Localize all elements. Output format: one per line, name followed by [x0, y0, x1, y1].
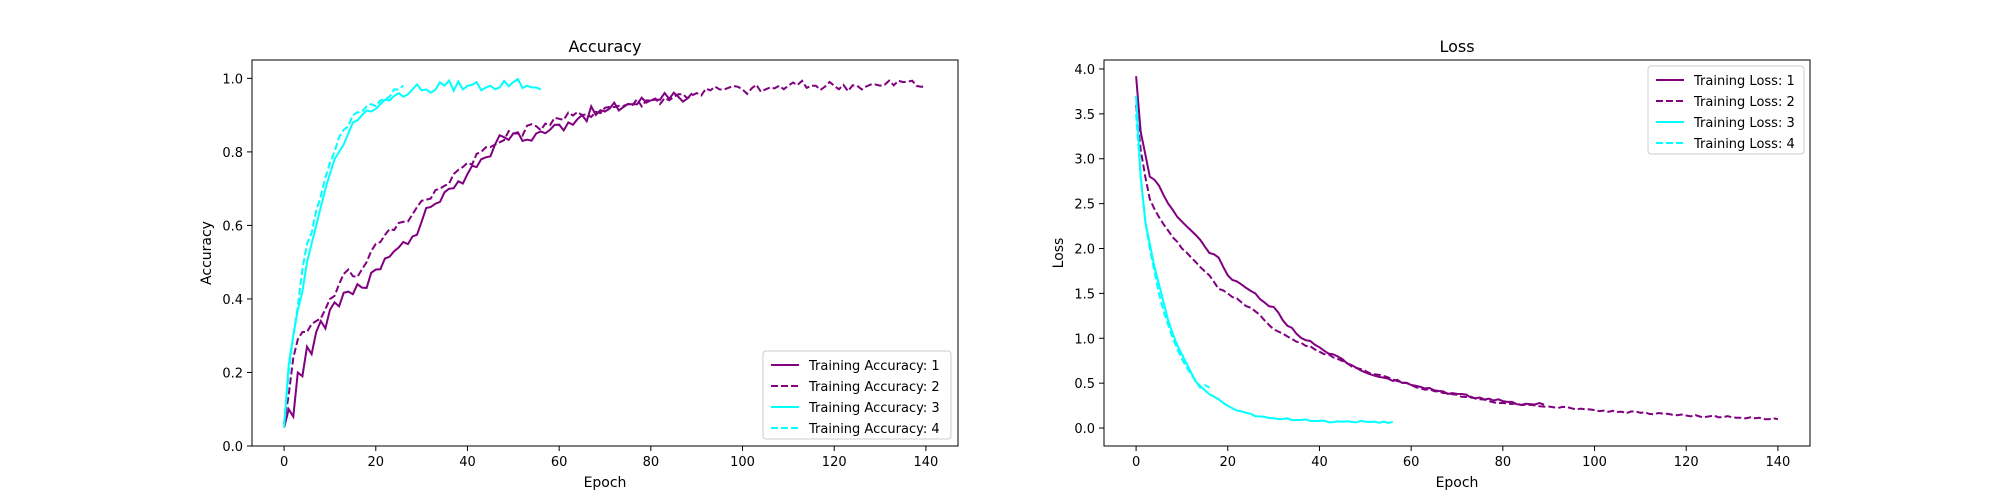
- loss-y-tick-label: 1.0: [1074, 332, 1095, 347]
- loss-series-3-line: [1135, 95, 1394, 425]
- loss-y-tick-label: 0.0: [1074, 422, 1095, 437]
- accuracy-y-tick-label: 1.0: [222, 72, 243, 87]
- accuracy-x-tick-label: 100: [730, 455, 755, 470]
- accuracy-x-tick-label: 80: [643, 455, 660, 470]
- loss-y-tick-label: 3.5: [1074, 108, 1095, 123]
- accuracy-x-tick-label: 140: [913, 455, 938, 470]
- accuracy-y-tick-label: 0.6: [222, 219, 243, 234]
- accuracy-series-3-line: [283, 77, 542, 428]
- loss-x-ticks: 0 20 40 60 80 100 120 140: [1132, 446, 1790, 470]
- accuracy-x-tick-label: 120: [822, 455, 847, 470]
- loss-series-4-line: [1135, 113, 1210, 390]
- loss-legend-label-2: Training Loss: 2: [1693, 95, 1795, 110]
- accuracy-chart-title: Accuracy: [568, 37, 641, 56]
- loss-plot-frame: [1103, 59, 1811, 447]
- accuracy-legend-label-2: Training Accuracy: 2: [808, 380, 940, 395]
- loss-x-tick-label: 120: [1674, 455, 1699, 470]
- accuracy-series-4-line: [283, 84, 404, 424]
- accuracy-x-ticks: 0 20 40 60 80 100 120 140: [280, 446, 938, 470]
- loss-legend-label-1: Training Loss: 1: [1693, 74, 1795, 89]
- loss-chart-title: Loss: [1439, 37, 1474, 56]
- accuracy-y-ticks: 0.0 0.2 0.4 0.6 0.8 1.0: [222, 72, 252, 455]
- accuracy-y-axis-label: Accuracy: [199, 221, 215, 285]
- loss-y-tick-label: 2.0: [1074, 243, 1095, 258]
- accuracy-legend-box: [762, 350, 952, 440]
- accuracy-legend-label-1: Training Accuracy: 1: [808, 359, 940, 374]
- loss-series-lines: [1135, 76, 1779, 425]
- loss-legend-box: [1647, 65, 1805, 155]
- loss-y-tick-label: 4.0: [1074, 63, 1095, 78]
- loss-y-tick-label: 3.0: [1074, 153, 1095, 168]
- loss-legend: Training Loss: 1 Training Loss: 2 Training…: [1647, 65, 1805, 155]
- loss-legend-label-4: Training Loss: 4: [1693, 137, 1795, 152]
- loss-x-tick-label: 20: [1220, 455, 1237, 470]
- accuracy-y-tick-label: 0.8: [222, 146, 243, 161]
- loss-y-ticks: 0.0 0.5 1.0 1.5 2.0 2.5 3.0 3.5 4.0: [1074, 63, 1104, 437]
- loss-y-tick-label: 2.5: [1074, 198, 1095, 213]
- accuracy-series-lines: [283, 77, 927, 428]
- accuracy-chart: Accuracy 0 20 40 60 80 100 120 140 0.0 0.2 0.4 0.6…: [199, 37, 959, 491]
- accuracy-legend-label-4: Training Accuracy: 4: [808, 422, 940, 437]
- accuracy-x-tick-label: 40: [459, 455, 476, 470]
- loss-x-tick-label: 60: [1403, 455, 1420, 470]
- accuracy-x-tick-label: 60: [551, 455, 568, 470]
- loss-x-tick-label: 0: [1132, 455, 1140, 470]
- loss-legend-label-3: Training Loss: 3: [1693, 116, 1795, 131]
- loss-x-tick-label: 140: [1765, 455, 1790, 470]
- accuracy-series-2-line: [283, 79, 927, 425]
- loss-y-tick-label: 0.5: [1074, 377, 1095, 392]
- loss-x-tick-label: 100: [1582, 455, 1607, 470]
- accuracy-plot-frame: [251, 59, 959, 447]
- loss-y-tick-label: 1.5: [1074, 287, 1095, 302]
- accuracy-y-tick-label: 0.0: [222, 440, 243, 455]
- accuracy-x-tick-label: 20: [368, 455, 385, 470]
- loss-x-tick-label: 80: [1495, 455, 1512, 470]
- accuracy-y-tick-label: 0.4: [222, 293, 243, 308]
- accuracy-legend-label-3: Training Accuracy: 3: [808, 401, 940, 416]
- loss-x-tick-label: 40: [1311, 455, 1328, 470]
- accuracy-x-tick-label: 0: [280, 455, 288, 470]
- loss-chart: Loss 0 20 40 60 80 100 120 140 0.0 0.5 1.0 1.5 2.0 2…: [1051, 37, 1811, 491]
- loss-y-axis-label: Loss: [1051, 238, 1067, 269]
- accuracy-y-tick-label: 0.2: [222, 366, 243, 381]
- accuracy-x-axis-label: Epoch: [584, 475, 627, 491]
- loss-series-2-line: [1135, 104, 1779, 421]
- loss-x-axis-label: Epoch: [1436, 475, 1479, 491]
- accuracy-legend: Training Accuracy: 1 Training Accuracy: 2…: [762, 350, 952, 440]
